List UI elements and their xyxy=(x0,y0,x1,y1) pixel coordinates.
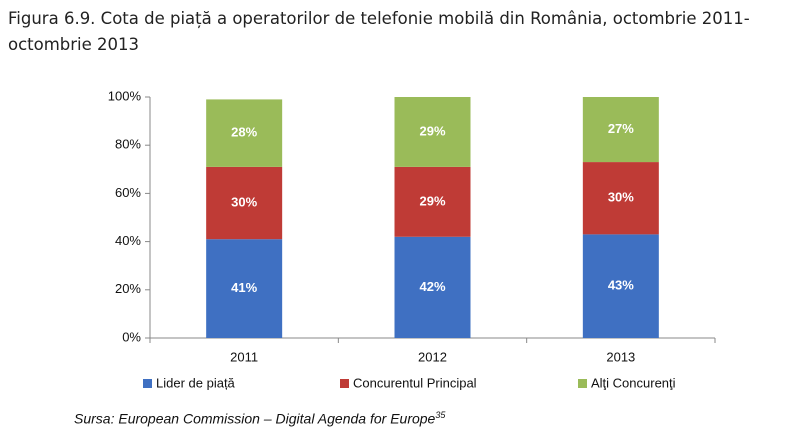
bar-segment xyxy=(582,162,659,235)
data-label: 27% xyxy=(608,121,634,136)
source: Sursa: European Commission – Digital Age… xyxy=(74,410,445,427)
y-tick-label: 80% xyxy=(115,137,141,152)
x-tick-label: 2012 xyxy=(418,349,447,364)
bar-segment xyxy=(394,166,471,237)
data-label: 29% xyxy=(419,193,445,208)
legend-swatch xyxy=(143,379,152,388)
y-tick-label: 100% xyxy=(108,88,142,103)
legend-swatch xyxy=(578,379,587,388)
source-note: 35 xyxy=(435,410,446,420)
data-label: 29% xyxy=(419,123,445,138)
y-tick-label: 40% xyxy=(115,233,141,248)
y-tick-label: 20% xyxy=(115,281,141,296)
bar-segment xyxy=(582,97,659,163)
data-label: 41% xyxy=(231,280,257,295)
bar-segment xyxy=(394,97,471,167)
y-tick-label: 0% xyxy=(122,329,141,344)
bar-segment xyxy=(206,239,283,338)
bar-segment xyxy=(206,166,283,240)
x-tick-label: 2011 xyxy=(230,349,258,364)
legend-swatch xyxy=(340,379,349,388)
data-label: 28% xyxy=(231,125,257,140)
chart-title: Figura 6.9. Cota de piață a operatorilor… xyxy=(8,9,750,54)
bar-segment xyxy=(206,99,283,167)
legend-label: Lider de piață xyxy=(156,375,236,390)
y-tick-label: 60% xyxy=(115,185,141,200)
bar-segment xyxy=(582,234,659,338)
x-tick-label: 2013 xyxy=(606,349,635,364)
legend-label: Concurentul Principal xyxy=(353,375,477,390)
bar-segment xyxy=(394,236,471,338)
data-label: 30% xyxy=(608,190,634,205)
data-label: 42% xyxy=(419,279,445,294)
source-text: Sursa: European Commission – Digital Age… xyxy=(74,410,436,427)
legend-label: Alţi Concurenţi xyxy=(591,375,676,390)
data-label: 30% xyxy=(231,194,257,209)
data-label: 43% xyxy=(608,278,634,293)
